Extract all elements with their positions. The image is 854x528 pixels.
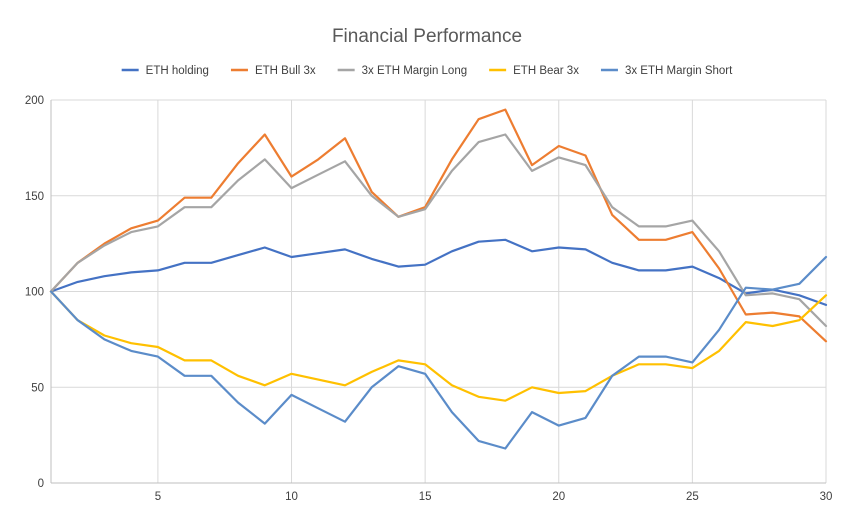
series-line-1 <box>49 108 828 343</box>
series-line-2 <box>49 133 828 328</box>
y-tick-label: 100 <box>25 287 44 299</box>
series-lines <box>49 108 828 450</box>
series-line-4 <box>49 255 828 450</box>
legend-label-2: 3x ETH Margin Long <box>362 65 467 77</box>
x-tick-label: 20 <box>552 491 565 503</box>
x-tick-label: 15 <box>419 491 432 503</box>
x-tick-label: 25 <box>686 491 699 503</box>
y-tick-label: 50 <box>31 382 44 394</box>
axes: 0 50 100 150 200 5 10 15 20 25 30 <box>25 95 833 503</box>
x-tick-label: 30 <box>820 491 833 503</box>
y-tick-label: 150 <box>25 191 44 203</box>
series-line-3 <box>49 290 828 402</box>
x-tick-label: 10 <box>285 491 298 503</box>
legend-label-0: ETH holding <box>146 65 209 77</box>
chart-title: Financial Performance <box>332 26 522 47</box>
gridlines <box>51 99 827 483</box>
legend-label-3: ETH Bear 3x <box>513 65 579 77</box>
legend-label-1: ETH Bull 3x <box>255 65 316 77</box>
y-tick-label: 0 <box>38 478 44 490</box>
series-line-0 <box>49 238 828 306</box>
x-tick-label: 5 <box>155 491 161 503</box>
y-tick-label: 200 <box>25 95 44 107</box>
legend-label-4: 3x ETH Margin Short <box>625 65 733 77</box>
chart-legend: ETH holding ETH Bull 3x 3x ETH Margin Long… <box>121 65 733 77</box>
